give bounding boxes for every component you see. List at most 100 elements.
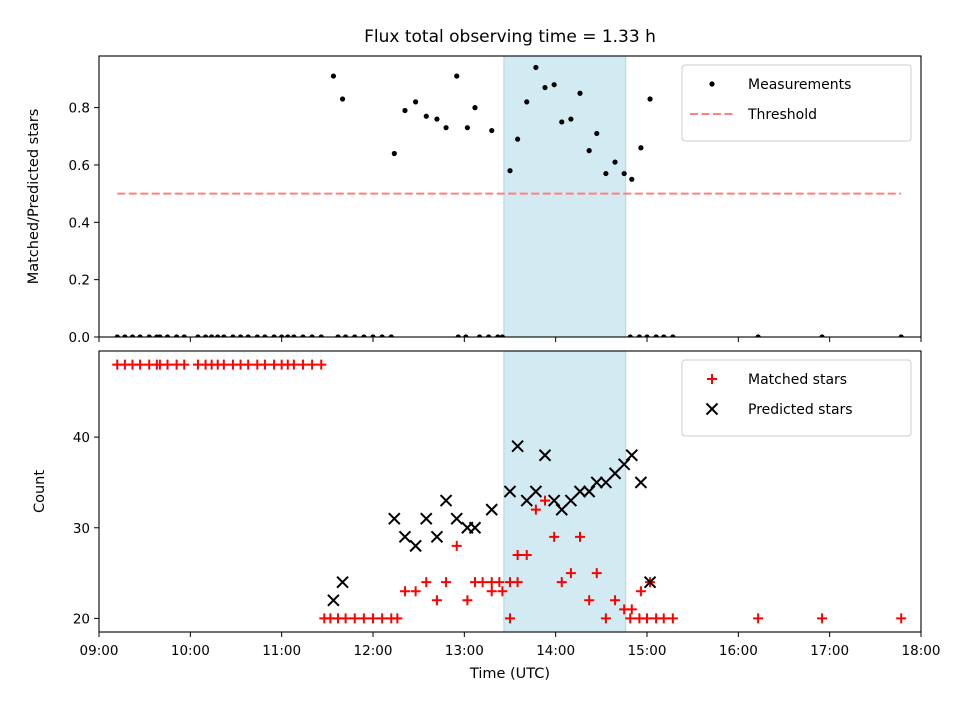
measurements-point	[157, 334, 163, 337]
measurements-point	[318, 334, 324, 337]
x-tick-label: 10:00	[171, 643, 210, 659]
measurements-point	[638, 145, 644, 151]
measurements-point	[221, 334, 227, 337]
measurements-point	[254, 334, 260, 337]
matched-stars-point	[512, 577, 523, 588]
predicted-stars-point	[511, 439, 524, 453]
predicted-stars-point	[327, 594, 340, 607]
measurements-point	[551, 82, 557, 88]
x-tick-label: 13:00	[445, 643, 484, 659]
x-tick-label: 18:00	[902, 643, 941, 659]
matched-stars-point	[817, 613, 828, 624]
matched-stars-point	[349, 613, 360, 624]
observing-window-shade	[503, 351, 627, 632]
predicted-stars-point	[547, 494, 561, 507]
matched-stars-point	[600, 613, 611, 624]
predicted-stars-point	[634, 476, 648, 489]
y-tick-label: 0.0	[69, 330, 90, 346]
predicted-stars-point	[468, 521, 482, 534]
legend-predicted-stars-marker	[705, 402, 719, 416]
matched-stars-point	[288, 359, 299, 370]
predicted-stars-point	[503, 485, 517, 498]
predicted-stars-point	[625, 449, 638, 462]
measurements-point	[279, 334, 285, 337]
x-tick-label: 15:00	[628, 643, 667, 659]
measurements-point	[164, 334, 171, 337]
measurements-point	[339, 96, 346, 102]
measurements-point	[129, 334, 136, 337]
matched-stars-point	[441, 577, 452, 588]
matched-stars-point	[451, 540, 462, 551]
measurements-point	[262, 334, 268, 337]
measurements-point	[174, 334, 180, 337]
measurements-point	[476, 334, 483, 337]
matched-stars-point	[392, 613, 403, 624]
predicted-stars-point	[388, 512, 401, 525]
measurements-point	[271, 334, 277, 337]
measurements-point	[379, 334, 385, 337]
plot-area	[112, 351, 907, 632]
legend: Matched stars Predicted stars	[681, 359, 912, 437]
matched-stars-point	[259, 359, 270, 370]
measurements-point	[230, 334, 236, 337]
measurements-point	[237, 334, 244, 337]
measurements-point	[343, 334, 349, 337]
measurements-point	[454, 73, 460, 79]
matched-stars-point	[497, 586, 508, 597]
x-axis-label: Time (UTC)	[469, 666, 550, 682]
matched-stars-point	[512, 549, 523, 560]
matched-stars-point	[610, 595, 621, 606]
measurements-point	[122, 334, 128, 337]
measurements-point	[653, 334, 659, 337]
measurements-point	[434, 116, 440, 122]
matched-stars-point	[431, 595, 442, 606]
predicted-stars-point	[430, 530, 444, 544]
measurements-point	[495, 334, 501, 337]
matched-stars-point	[135, 359, 146, 370]
top-panel-measurements: 0.0 0.2 0.4 0.6 0.8 Matched/Predicted stars Me…	[26, 55, 922, 346]
predicted-stars-point	[538, 449, 552, 462]
measurements-point	[330, 73, 337, 79]
measurements-point	[370, 334, 376, 337]
y-axis-label: Count	[32, 470, 48, 513]
measurements-point	[507, 168, 513, 174]
measurements-point	[114, 334, 120, 337]
predicted-stars-point	[590, 476, 603, 489]
matched-stars-point	[218, 359, 229, 370]
matched-stars-point	[377, 613, 388, 624]
measurements-point	[586, 148, 592, 154]
legend-matched-stars-label: Matched stars	[748, 372, 847, 388]
matched-stars-point	[358, 613, 369, 624]
matched-stars-point	[307, 359, 318, 370]
matched-stars-point	[530, 504, 541, 515]
predicted-stars-point	[439, 494, 453, 507]
measurements-point	[636, 334, 642, 337]
matched-stars-point	[658, 613, 669, 624]
predicted-stars-point	[643, 575, 657, 589]
x-tick-label: 17:00	[810, 643, 849, 659]
measurements-point	[423, 113, 429, 119]
measurements-point	[291, 334, 297, 337]
measurements-point	[388, 334, 394, 337]
measurements-point	[402, 107, 408, 114]
matched-stars-point	[368, 613, 378, 624]
chart-title: Flux total observing time = 1.33 h	[364, 27, 656, 47]
measurements-point	[647, 96, 653, 102]
matched-stars-point	[626, 604, 637, 615]
predicted-stars-point	[582, 485, 596, 498]
measurements-point	[285, 334, 291, 337]
predicted-stars-point	[617, 458, 631, 471]
measurements-point	[559, 119, 565, 125]
measurements-point	[755, 334, 761, 337]
bottom-panel-counts: 20 30 40 09:00 10:00 11:00 12:00 13:00 14:00 15:0…	[32, 350, 941, 682]
y-axis-label: Matched/Predicted stars	[26, 109, 42, 285]
x-tick-label: 16:00	[719, 643, 758, 659]
matched-stars-point	[591, 568, 602, 579]
measurements-point	[413, 99, 419, 105]
y-tick-label: 20	[73, 611, 90, 627]
matched-stars-point	[477, 577, 488, 588]
matched-stars-point	[243, 359, 254, 370]
measurements-point	[215, 334, 221, 337]
legend-measurements-marker	[709, 81, 715, 87]
measurements-point	[391, 150, 397, 157]
